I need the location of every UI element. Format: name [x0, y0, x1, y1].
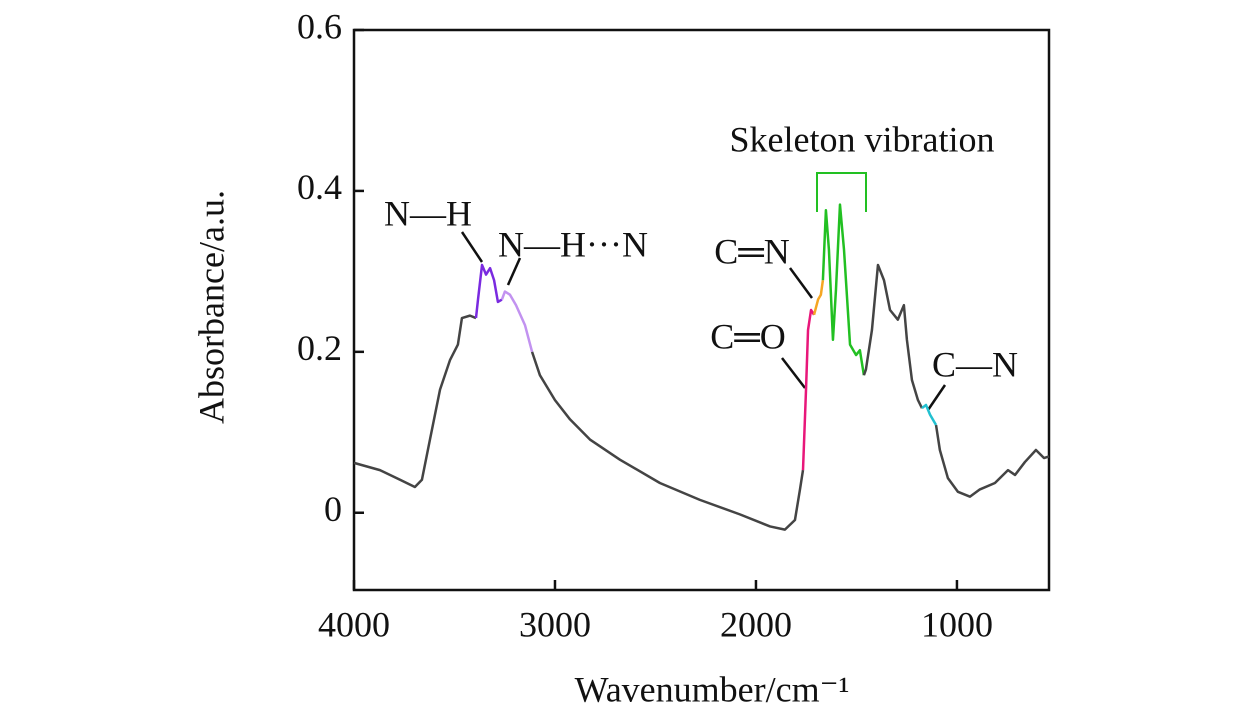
y-tick-label: 0.6 [297, 6, 342, 46]
x-tick-label: 3000 [519, 604, 591, 644]
annotation: C—N [932, 344, 1018, 384]
spectrum-line [801, 308, 816, 471]
bracket [816, 172, 867, 212]
leader [460, 231, 484, 263]
y-axis-label: Absorbance/a.u. [191, 190, 231, 424]
spectrum-line [821, 203, 866, 376]
spectrum-line [934, 424, 1050, 498]
spectrum-line [530, 351, 805, 531]
y-tick-label: 0 [324, 489, 342, 529]
leader [926, 384, 947, 411]
y-tick-label: 0.4 [297, 167, 342, 207]
leader [781, 357, 806, 389]
annotation: C═O [710, 316, 786, 356]
spectrum-line [353, 314, 477, 489]
annotation: Skeleton vibration [730, 119, 995, 159]
x-tick-label: 1000 [921, 604, 993, 644]
spectrum-line [812, 280, 825, 316]
leader [506, 257, 522, 286]
x-tick-label: 2000 [720, 604, 792, 644]
x-axis-label: Wavenumber/cm⁻¹ [575, 669, 850, 709]
annotation: N—H···N [498, 224, 648, 264]
y-tick-label: 0.2 [297, 328, 342, 368]
spectrum-line [474, 263, 503, 319]
spectrum-line [921, 403, 938, 426]
annotation: C═N [714, 231, 790, 271]
leader [788, 267, 814, 299]
spectrum-line [500, 290, 534, 353]
annotation: N—H [384, 193, 472, 233]
spectrum-line [862, 263, 924, 409]
x-tick-label: 4000 [318, 604, 390, 644]
plot-frame [352, 28, 1051, 592]
leaders [460, 172, 947, 411]
